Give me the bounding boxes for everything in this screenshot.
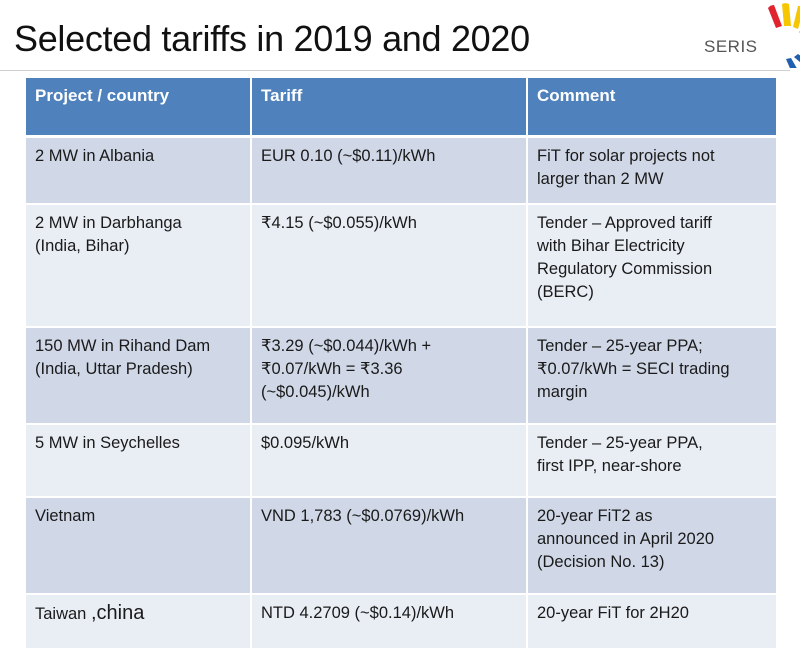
cell-comment: Tender – Approved tariff with Bihar Elect… xyxy=(527,204,776,328)
cell-project: 2 MW in Albania xyxy=(26,136,252,205)
cell-line: 20-year FiT2 as xyxy=(537,507,653,525)
cell-line: ,china xyxy=(90,602,145,624)
cell-comment: Tender – 25-year PPA, first IPP, near-sho… xyxy=(527,424,776,498)
tariffs-table: Project / country Tariff Comment 2 MW in… xyxy=(26,78,776,650)
cell-line: Tender – Approved tariff xyxy=(537,214,712,232)
cell-line: larger than 2 MW xyxy=(537,170,664,188)
cell-line: 5 MW in Seychelles xyxy=(35,434,180,452)
logo-ray-red xyxy=(768,5,782,28)
cell-comment: 20-year FiT for 2H20 xyxy=(527,594,776,650)
table-row: Taiwan ,china NTD 4.2709 (~$0.14)/kWh 20-y… xyxy=(26,594,776,650)
cell-line: Tender – 25-year PPA, xyxy=(537,434,703,452)
cell-line: (BERC) xyxy=(537,283,594,301)
cell-line: Vietnam xyxy=(35,507,96,525)
cell-project: Vietnam xyxy=(26,497,252,595)
cell-tariff: ₹3.29 (~$0.044)/kWh + ₹0.07/kWh = ₹3.36 (~… xyxy=(251,327,528,425)
cell-line: VND 1,783 (~$0.0769)/kWh xyxy=(261,507,465,525)
cell-line: Taiwan xyxy=(35,605,91,623)
cell-line: 2 MW in Darbhanga xyxy=(35,214,182,232)
cell-comment: 20-year FiT2 as announced in April 2020 (D… xyxy=(527,497,776,595)
table-header-row: Project / country Tariff Comment xyxy=(26,78,776,138)
logo-ray-yellow-2 xyxy=(793,5,800,29)
cell-tariff: ₹4.15 (~$0.055)/kWh xyxy=(251,204,528,328)
cell-line: Tender – 25-year PPA; xyxy=(537,337,703,355)
cell-line: with Bihar Electricity xyxy=(537,237,685,255)
cell-line: ₹0.07/kWh = SECI trading xyxy=(537,360,730,378)
cell-line: EUR 0.10 (~$0.11)/kWh xyxy=(261,147,436,165)
cell-comment: FiT for solar projects not larger than 2 … xyxy=(527,136,776,205)
cell-line: NTD 4.2709 (~$0.14)/kWh xyxy=(261,604,455,622)
cell-project: 150 MW in Rihand Dam (India, Uttar Prades… xyxy=(26,327,252,425)
table-row: 2 MW in Albania EUR 0.10 (~$0.11)/kWh FiT … xyxy=(26,136,776,205)
cell-line: ₹3.29 (~$0.044)/kWh + xyxy=(261,337,432,355)
logo-ray-blue-3 xyxy=(786,58,797,68)
cell-tariff: VND 1,783 (~$0.0769)/kWh xyxy=(251,497,528,595)
slide-title: Selected tariffs in 2019 and 2020 xyxy=(14,18,530,59)
cell-line: announced in April 2020 xyxy=(537,530,715,548)
seris-logo-icon xyxy=(768,3,800,68)
logo-ray-blue-2 xyxy=(794,54,800,63)
cell-project: 2 MW in Darbhanga (India, Bihar) xyxy=(26,204,252,328)
cell-line: margin xyxy=(537,383,588,401)
cell-project: 5 MW in Seychelles xyxy=(26,424,252,498)
cell-comment: Tender – 25-year PPA; ₹0.07/kWh = SECI tr… xyxy=(527,327,776,425)
cell-line: ₹0.07/kWh = ₹3.36 xyxy=(261,360,403,378)
cell-tariff: $0.095/kWh xyxy=(251,424,528,498)
header-tariff: Tariff xyxy=(251,78,528,138)
cell-line: (India, Bihar) xyxy=(35,237,130,255)
cell-line: (India, Uttar Pradesh) xyxy=(35,360,193,378)
cell-line: (~$0.045)/kWh xyxy=(261,383,370,401)
cell-project: Taiwan ,china xyxy=(26,594,252,650)
logo-ray-yellow-1 xyxy=(782,3,791,26)
cell-line: Regulatory Commission xyxy=(537,260,713,278)
cell-line: first IPP, near-shore xyxy=(537,457,682,475)
cell-tariff: NTD 4.2709 (~$0.14)/kWh xyxy=(251,594,528,650)
cell-line: 150 MW in Rihand Dam xyxy=(35,337,211,355)
cell-line: $0.095/kWh xyxy=(261,434,350,452)
header-project: Project / country xyxy=(26,78,252,138)
cell-tariff: EUR 0.10 (~$0.11)/kWh xyxy=(251,136,528,205)
cell-line: FiT for solar projects not xyxy=(537,147,715,165)
header-comment: Comment xyxy=(527,78,776,138)
table-row: 150 MW in Rihand Dam (India, Uttar Prades… xyxy=(26,327,776,425)
seris-logo-text: SERIS xyxy=(704,37,758,56)
cell-line: ₹4.15 (~$0.055)/kWh xyxy=(261,214,417,232)
title-divider xyxy=(0,70,790,71)
table-row: 2 MW in Darbhanga (India, Bihar) ₹4.15 (~$… xyxy=(26,204,776,328)
table-row: Vietnam VND 1,783 (~$0.0769)/kWh 20-year F… xyxy=(26,497,776,595)
cell-line: 2 MW in Albania xyxy=(35,147,155,165)
cell-line: 20-year FiT for 2H20 xyxy=(537,604,689,622)
cell-line: (Decision No. 13) xyxy=(537,553,665,571)
table-row: 5 MW in Seychelles $0.095/kWh Tender – 25-… xyxy=(26,424,776,498)
